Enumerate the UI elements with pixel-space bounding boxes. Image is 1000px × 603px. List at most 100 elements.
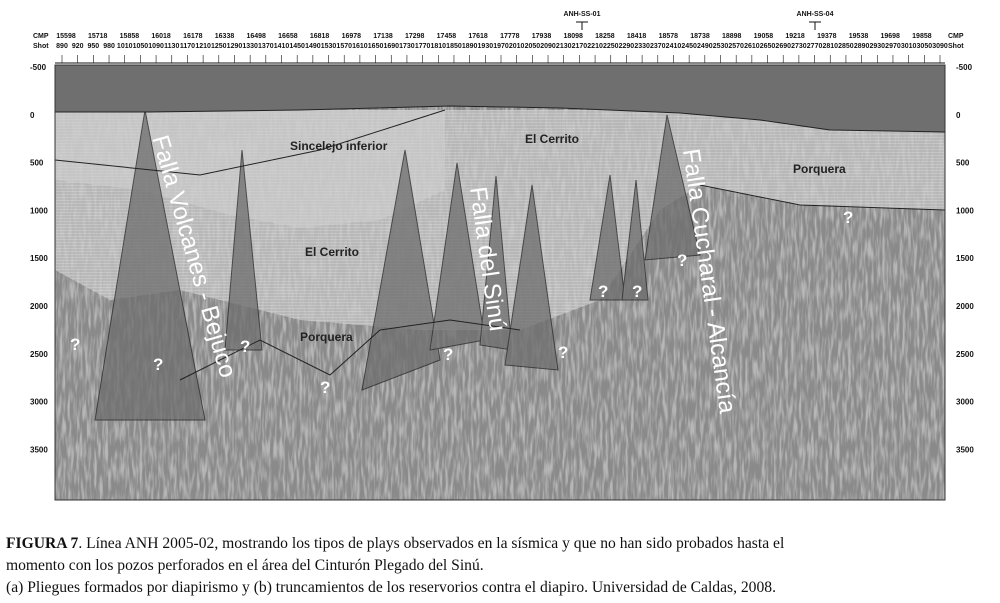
shot-tick-label: 3090 — [932, 43, 948, 50]
cmp-tick-label: 18738 — [690, 33, 710, 40]
cmp-tick-label: 19858 — [912, 33, 932, 40]
caption-label: FIGURA 7 — [6, 535, 79, 552]
cmp-tick-label: 17138 — [373, 33, 393, 40]
depth-label: 3500 — [30, 445, 48, 454]
shot-tick-label: 3010 — [901, 43, 917, 50]
shot-tick-label: 3050 — [917, 43, 933, 50]
shot-tick-label: 1170 — [180, 43, 195, 50]
shot-tick-label: 980 — [103, 43, 115, 50]
cmp-tick-label: 17778 — [500, 33, 520, 40]
formation-label: Sincelejo inferior — [290, 139, 388, 153]
caption-line: (a) Pliegues formados por diapirismo y (… — [6, 579, 776, 596]
question-mark: ? — [320, 378, 330, 397]
formation-label: Porquera — [793, 162, 846, 176]
cmp-tick-label: 19698 — [880, 33, 900, 40]
cmp-tick-label: 19378 — [817, 33, 837, 40]
cmp-tick-label: 17938 — [532, 33, 552, 40]
cmp-tick-label: 16338 — [215, 33, 235, 40]
formation-label: Porquera — [300, 330, 353, 344]
shot-tick-label: 1330 — [242, 43, 258, 50]
shot-tick-label: 2810 — [822, 43, 838, 50]
shot-tick-label: 2130 — [556, 43, 572, 50]
shot-tick-label: 2090 — [540, 43, 556, 50]
shot-tick-label: 2890 — [854, 43, 870, 50]
depth-label: 2000 — [30, 302, 48, 311]
shot-tick-label: 1650 — [368, 43, 384, 50]
shot-tick-label: 1210 — [195, 43, 211, 50]
shot-tick-label: 1050 — [133, 43, 149, 50]
shot-tick-label: 1610 — [352, 43, 368, 50]
cmp-tick-label: 16978 — [342, 33, 362, 40]
cmp-tick-label: 18898 — [722, 33, 742, 40]
caption-text: . Línea ANH 2005-02, mostrando los tipos… — [78, 535, 785, 552]
cmp-tick-label: 19218 — [785, 33, 805, 40]
question-mark: ? — [70, 335, 80, 354]
cmp-tick-label: 19058 — [754, 33, 774, 40]
cmp-tick-label: 15718 — [88, 33, 108, 40]
shot-tick-label: 1730 — [399, 43, 415, 50]
cmp-tick-label: 16498 — [246, 33, 266, 40]
cmp-tick-label: 18578 — [659, 33, 679, 40]
shot-tick-label: 890 — [56, 43, 68, 50]
question-mark: ? — [677, 251, 687, 270]
shot-tick-label: 1090 — [148, 43, 164, 50]
cmp-tick-label: 16178 — [183, 33, 203, 40]
question-mark: ? — [153, 355, 163, 374]
shot-tick-label: 2850 — [838, 43, 854, 50]
shot-tick-label: 1850 — [446, 43, 462, 50]
depth-label: 0 — [956, 111, 961, 120]
shot-tick-label: 1690 — [383, 43, 399, 50]
question-mark: ? — [843, 208, 853, 227]
cmp-tick-label: 17298 — [405, 33, 425, 40]
shot-tick-label: 2930 — [869, 43, 885, 50]
shot-tick-label: 2170 — [572, 43, 588, 50]
cmp-tick-label: 15598 — [56, 33, 76, 40]
depth-label: 500 — [956, 159, 970, 168]
shot-tick-label: 2490 — [697, 43, 713, 50]
shot-tick-label: 2370 — [650, 43, 666, 50]
depth-label: 2500 — [30, 350, 48, 359]
cmp-tick-label: 16818 — [310, 33, 330, 40]
shot-tick-label: 1530 — [321, 43, 337, 50]
cmp-tick-label: 15858 — [120, 33, 140, 40]
cmp-tick-label: 18418 — [627, 33, 647, 40]
shot-tick-label: 920 — [72, 43, 84, 50]
depth-label: 1000 — [956, 206, 974, 215]
shot-tick-label: 1490 — [305, 43, 321, 50]
shot-tick-label: 1450 — [289, 43, 305, 50]
shot-tick-label: 2410 — [666, 43, 682, 50]
well-label: ANH-SS-04 — [797, 11, 834, 18]
shot-tick-label: 2330 — [634, 43, 650, 50]
cmp-tick-label: 16018 — [151, 33, 171, 40]
shot-tick-label: 2730 — [791, 43, 807, 50]
shot-tick-label: 1010 — [117, 43, 133, 50]
cmp-label: CMP — [948, 33, 964, 40]
cmp-tick-label: 18098 — [563, 33, 583, 40]
axis-labels: 15598 15718 15858 16018 16178 16338 16498 16658… — [30, 33, 974, 454]
shot-tick-label: 2690 — [775, 43, 791, 50]
caption-line: momento con los pozos perforados en el á… — [6, 557, 484, 574]
shot-label: Shot — [948, 43, 964, 50]
depth-label: 3000 — [30, 398, 48, 407]
shot-tick-label: 1410 — [274, 43, 290, 50]
formation-label: El Cerrito — [525, 132, 579, 146]
cmp-tick-label: 19538 — [849, 33, 869, 40]
depth-label: -500 — [30, 63, 47, 72]
shot-tick-label: 1370 — [258, 43, 274, 50]
shot-tick-label: 1250 — [211, 43, 227, 50]
depth-label: 500 — [30, 159, 44, 168]
shot-tick-label: 2050 — [525, 43, 541, 50]
shot-tick-label: 1810 — [430, 43, 446, 50]
shot-tick-label: 2250 — [603, 43, 619, 50]
question-mark: ? — [240, 337, 250, 356]
shot-tick-label: 1570 — [336, 43, 352, 50]
well-label: ANH-SS-01 — [564, 11, 601, 18]
shot-tick-label: 1130 — [164, 43, 179, 50]
depth-label: 3500 — [956, 445, 974, 454]
cmp-tick-label: 17458 — [437, 33, 457, 40]
panel-frame — [54, 64, 946, 501]
unknown-marks: ? ? ? ? ? ? ? ? ? ? — [70, 208, 853, 397]
seismic-figure: 15598 15718 15858 16018 16178 16338 16498 16658… — [30, 11, 974, 501]
depth-label: -500 — [956, 63, 973, 72]
